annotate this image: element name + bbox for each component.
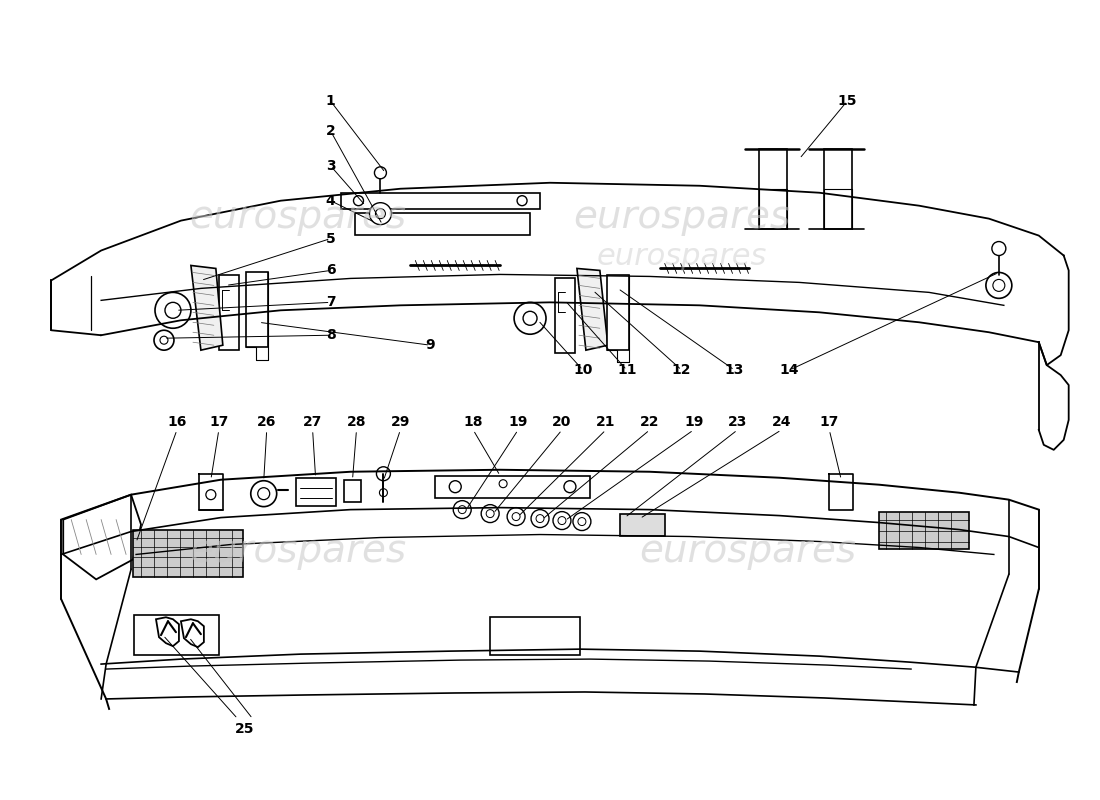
Bar [619, 514, 664, 535]
Bar [556, 278, 575, 353]
Circle shape [449, 481, 461, 493]
Text: eurospares: eurospares [596, 242, 767, 271]
Circle shape [375, 209, 385, 218]
Text: 24: 24 [772, 415, 791, 429]
Text: 22: 22 [640, 415, 660, 429]
Text: eurospares: eurospares [189, 198, 406, 236]
Text: 14: 14 [780, 363, 799, 377]
Bar [436, 476, 590, 498]
Circle shape [257, 488, 270, 500]
Bar [824, 149, 852, 229]
Text: 17: 17 [820, 415, 839, 429]
Circle shape [370, 202, 392, 225]
Circle shape [160, 336, 168, 344]
Circle shape [165, 302, 180, 318]
Text: 27: 27 [302, 415, 322, 429]
Polygon shape [180, 619, 204, 647]
Text: 7: 7 [326, 295, 336, 310]
Bar [355, 213, 530, 234]
Text: 20: 20 [552, 415, 572, 429]
Polygon shape [63, 494, 141, 579]
Circle shape [206, 490, 216, 500]
Text: eurospares: eurospares [639, 533, 856, 570]
Circle shape [486, 510, 494, 518]
Text: eurospares: eurospares [189, 533, 406, 570]
Bar [134, 615, 219, 655]
Circle shape [564, 481, 576, 493]
Polygon shape [191, 266, 223, 350]
Circle shape [459, 506, 466, 514]
Text: eurospares: eurospares [573, 198, 790, 236]
Text: 8: 8 [326, 328, 336, 342]
Circle shape [524, 311, 537, 326]
Text: 10: 10 [573, 363, 593, 377]
Text: 4: 4 [326, 194, 336, 208]
Bar [219, 275, 239, 350]
Polygon shape [156, 618, 179, 646]
Circle shape [376, 466, 390, 481]
Circle shape [507, 508, 525, 526]
Text: 16: 16 [167, 415, 187, 429]
Text: 17: 17 [209, 415, 229, 429]
Circle shape [154, 330, 174, 350]
Text: 26: 26 [257, 415, 276, 429]
Circle shape [251, 481, 277, 506]
Circle shape [986, 273, 1012, 298]
Bar [879, 512, 969, 550]
Text: 11: 11 [617, 363, 637, 377]
Text: 3: 3 [326, 159, 336, 173]
Text: 2: 2 [326, 124, 336, 138]
Circle shape [513, 513, 520, 521]
Text: 1: 1 [326, 94, 336, 108]
Circle shape [517, 196, 527, 206]
Text: 13: 13 [725, 363, 745, 377]
Circle shape [514, 302, 546, 334]
Text: 23: 23 [728, 415, 747, 429]
Circle shape [553, 512, 571, 530]
Text: 25: 25 [235, 722, 254, 736]
Bar [245, 273, 267, 347]
Circle shape [499, 480, 507, 488]
Text: 6: 6 [326, 263, 336, 278]
Circle shape [453, 501, 471, 518]
Bar [491, 618, 580, 655]
Bar [759, 149, 788, 229]
Text: 19: 19 [684, 415, 703, 429]
Text: 21: 21 [596, 415, 616, 429]
Bar [133, 530, 243, 578]
Bar [341, 193, 540, 209]
Bar [607, 275, 629, 350]
Circle shape [558, 517, 566, 525]
Circle shape [992, 242, 1005, 255]
Text: 28: 28 [346, 415, 366, 429]
Text: 19: 19 [508, 415, 528, 429]
Circle shape [993, 279, 1004, 291]
Text: 9: 9 [426, 338, 436, 352]
Text: 18: 18 [463, 415, 483, 429]
Bar [343, 480, 362, 502]
Text: 15: 15 [837, 94, 857, 108]
Circle shape [353, 196, 363, 206]
Polygon shape [576, 269, 608, 350]
Circle shape [155, 292, 191, 328]
Circle shape [374, 167, 386, 178]
Circle shape [531, 510, 549, 527]
Circle shape [578, 518, 586, 526]
Text: 5: 5 [326, 231, 336, 246]
Text: 12: 12 [672, 363, 692, 377]
Circle shape [379, 489, 387, 497]
Circle shape [481, 505, 499, 522]
Circle shape [573, 513, 591, 530]
Circle shape [536, 514, 544, 522]
Text: 29: 29 [390, 415, 410, 429]
Bar [296, 478, 336, 506]
